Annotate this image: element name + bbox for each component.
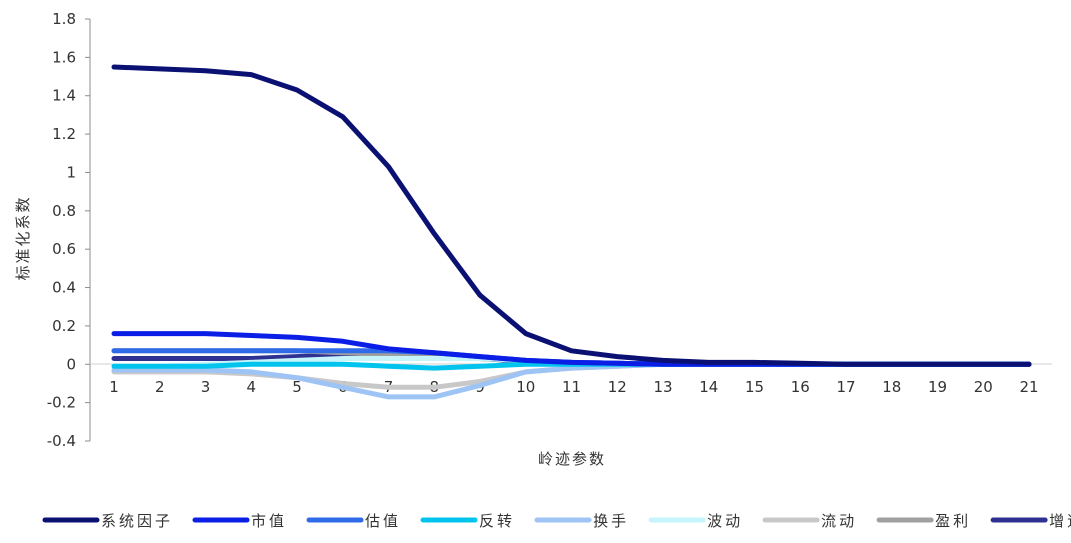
x-tick-label: 3 <box>201 378 211 396</box>
legend-item: 反转 <box>420 512 515 530</box>
x-tick-label: 17 <box>836 378 855 396</box>
x-tick-label: 14 <box>699 378 718 396</box>
y-tick-label: -0.2 <box>47 394 76 412</box>
legend-label: 增速 <box>1049 512 1071 530</box>
x-tick-label: 15 <box>745 378 764 396</box>
y-tick-label: 0.4 <box>52 279 76 297</box>
legend-label: 反转 <box>479 512 515 530</box>
x-tick-label: 2 <box>155 378 165 396</box>
legend-label: 市值 <box>251 512 287 530</box>
x-tick-label: 16 <box>791 378 810 396</box>
x-axis-title: 岭迹参数 <box>538 450 606 468</box>
legend-label: 换手 <box>593 512 629 530</box>
y-tick-label: 0.6 <box>52 240 76 258</box>
y-axis-title: 标准化系数 <box>14 195 32 280</box>
legend-label: 盈利 <box>935 512 971 530</box>
legend-item: 市值 <box>192 512 287 530</box>
x-tick-label: 20 <box>974 378 993 396</box>
legend-label: 估值 <box>365 512 401 530</box>
y-tick-label: 1 <box>66 163 76 181</box>
x-tick-label: 13 <box>653 378 672 396</box>
legend-label: 流动 <box>821 512 857 530</box>
x-tick-label: 18 <box>882 378 901 396</box>
y-tick-label: -0.4 <box>47 432 76 450</box>
legend-item: 系统因子 <box>42 512 173 530</box>
legend-item: 换手 <box>534 512 629 530</box>
x-tick-label: 10 <box>516 378 535 396</box>
y-axis: -0.4 -0.2 0 0.2 0.4 0.6 0.8 1 1.2 1.4 1.6 1.8 <box>47 10 91 450</box>
legend-label: 波动 <box>707 512 743 530</box>
x-tick-label: 1 <box>109 378 119 396</box>
legend-item: 波动 <box>648 512 743 530</box>
x-tick-label: 21 <box>1019 378 1038 396</box>
series-layer <box>111 64 1032 400</box>
legend-item: 估值 <box>306 512 401 530</box>
y-tick-label: 0.8 <box>52 202 76 220</box>
y-tick-label: 1.8 <box>52 10 76 28</box>
x-tick-label: 5 <box>292 378 302 396</box>
x-tick-label: 4 <box>246 378 256 396</box>
legend-item: 盈利 <box>876 512 971 530</box>
legend-label: 系统因子 <box>101 512 173 530</box>
legend-item: 流动 <box>762 512 857 530</box>
x-tick-label: 11 <box>562 378 581 396</box>
y-tick-label: 0 <box>66 355 76 373</box>
x-tick-label: 19 <box>928 378 947 396</box>
legend-item: 增速 <box>990 512 1071 530</box>
y-tick-label: 1.6 <box>52 48 76 66</box>
x-tick-label: 12 <box>608 378 627 396</box>
y-tick-label: 1.2 <box>52 125 76 143</box>
y-tick-label: 1.4 <box>52 87 76 105</box>
y-tick-label: 0.2 <box>52 317 76 335</box>
legend: 系统因子 市值 估值 反转 换手 波动 流动 盈利 增速 <box>42 512 1071 530</box>
series-line-1 <box>111 64 1032 367</box>
